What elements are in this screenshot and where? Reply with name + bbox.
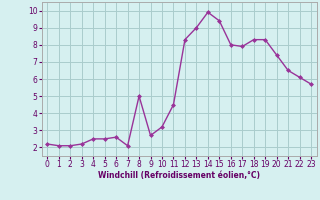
X-axis label: Windchill (Refroidissement éolien,°C): Windchill (Refroidissement éolien,°C) [98, 171, 260, 180]
